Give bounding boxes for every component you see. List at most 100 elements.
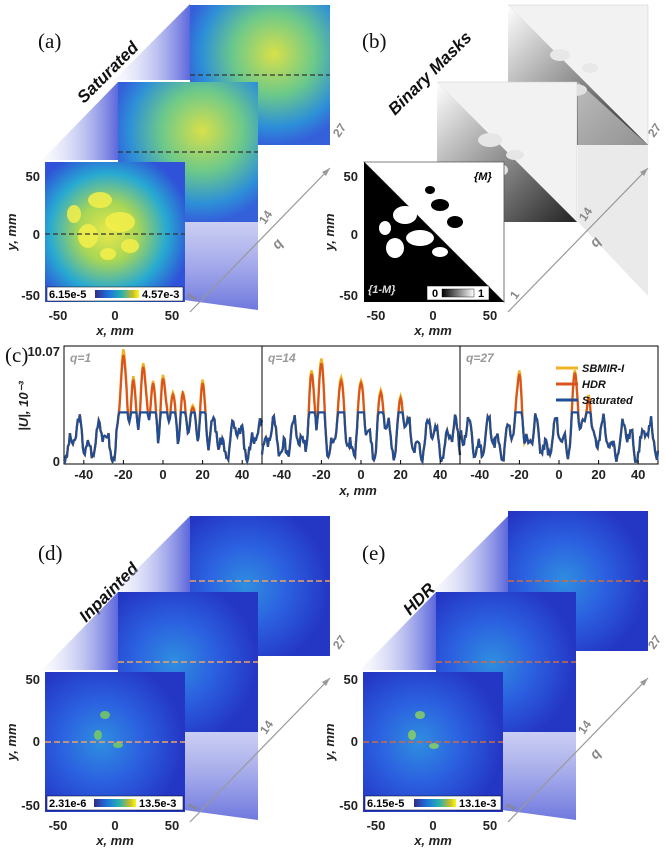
q-axis-arrow xyxy=(322,678,330,686)
subplot-frame xyxy=(63,345,263,465)
q-axis xyxy=(189,677,331,823)
chart-x-tick: 20 xyxy=(195,467,209,482)
stack-shadow xyxy=(360,592,436,670)
y-tick: 50 xyxy=(344,169,358,184)
mask-blobs xyxy=(425,186,463,228)
series-line-sbmir xyxy=(260,358,462,466)
panel-d-label: (d) xyxy=(38,541,63,565)
y-axis-label: y, mm xyxy=(4,723,19,762)
colorbar-gradient xyxy=(95,290,139,298)
stack-shadow xyxy=(578,82,648,296)
panel-b: (b) Binary Masks {M} {1-M} 0 1 xyxy=(322,4,664,338)
x-tick: 0 xyxy=(111,818,118,833)
y-tick: -50 xyxy=(339,798,358,813)
chart-y-tick: 0 xyxy=(53,454,60,469)
colorbar-gradient xyxy=(94,799,136,807)
q-tick: 14 xyxy=(257,717,276,736)
series-line-sbmir xyxy=(62,348,264,466)
panel-b-label: (b) xyxy=(362,29,387,53)
colorbar-gradient xyxy=(441,288,475,298)
panel-c-label: (c) xyxy=(5,343,28,367)
stack-shadow xyxy=(114,516,190,592)
chart-x-tick: -40 xyxy=(272,467,291,482)
colorbar-max: 13.1e-3 xyxy=(459,798,496,810)
x-tick: 50 xyxy=(165,818,179,833)
x-tick: 0 xyxy=(111,308,118,323)
q-axis xyxy=(189,167,331,313)
y-tick: -50 xyxy=(21,288,40,303)
chart-x-tick: -20 xyxy=(510,467,529,482)
speckle-pattern xyxy=(94,711,123,748)
colorbar-max: 1 xyxy=(478,288,484,300)
chart-subplots: q=1 -40 -20 0 20 40 q=14 -40 -20 0 20 40 q=27 -40 -20 0… xyxy=(62,345,660,482)
q-axis-label: q xyxy=(586,745,604,762)
chart-x-tick: 0 xyxy=(357,467,364,482)
y-tick: 50 xyxy=(26,169,40,184)
y-axis-label: y, mm xyxy=(4,213,19,252)
chart-x-tick: 0 xyxy=(159,467,166,482)
q-axis xyxy=(507,677,649,823)
chart-legend: SBMIR-I HDR Saturated xyxy=(556,363,633,407)
q-axis-arrow xyxy=(640,168,648,176)
chart-x-axis-label: x, mm xyxy=(338,483,377,498)
colorbar-gradient xyxy=(414,799,456,807)
panel-a: (a) Saturated 6.15e-5 4.57e-3 50 0 -50 y… xyxy=(4,4,349,338)
chart-x-tick: -40 xyxy=(74,467,93,482)
y-tick: -50 xyxy=(339,288,358,303)
y-axis-label: y, mm xyxy=(322,723,337,762)
chart-x-tick: 20 xyxy=(591,467,605,482)
x-axis-label: x, mm xyxy=(95,323,134,338)
x-tick: -50 xyxy=(367,308,386,323)
x-tick: 0 xyxy=(429,308,436,323)
series-line-hdr xyxy=(62,354,264,466)
inverse-mask-label: {1-M} xyxy=(368,284,396,296)
chart-x-tick: 0 xyxy=(555,467,562,482)
panel-e: (e) HDR 6.15e-5 13.1e-3 50 0 -50 y, mm -… xyxy=(322,511,664,848)
mask-blobs xyxy=(379,206,448,258)
series-line-saturated xyxy=(62,411,264,466)
y-tick: 0 xyxy=(351,734,358,749)
series-line-saturated xyxy=(458,411,660,463)
x-axis-label: x, mm xyxy=(95,833,134,848)
chart-y-axis-label: |U|, 10⁻³ xyxy=(16,381,31,431)
chart-x-tick: -40 xyxy=(470,467,489,482)
stack-shadow xyxy=(432,516,508,592)
panel-d: (d) Inpainted 2.31e-6 13.5e-3 50 0 -50 y… xyxy=(4,516,349,848)
chart-x-tick: 40 xyxy=(235,467,249,482)
y-tick: 50 xyxy=(344,672,358,687)
x-axis-label: x, mm xyxy=(413,833,452,848)
y-tick: 0 xyxy=(33,227,40,242)
speckle-pattern xyxy=(67,192,139,260)
q-axis xyxy=(507,167,649,313)
q-axis-arrow xyxy=(640,678,648,686)
y-tick: 0 xyxy=(351,227,358,242)
colorbar-max: 4.57e-3 xyxy=(142,289,179,301)
q-tick: 27 xyxy=(330,120,349,139)
stack-shadow xyxy=(114,4,190,80)
x-tick: 50 xyxy=(165,308,179,323)
y-tick: -50 xyxy=(21,798,40,813)
subplot-label: q=27 xyxy=(466,351,495,365)
speckle-pattern xyxy=(408,711,439,749)
x-tick: 0 xyxy=(429,818,436,833)
x-axis-label: x, mm xyxy=(413,323,452,338)
q-tick: 14 xyxy=(575,717,594,736)
chart-x-tick: 20 xyxy=(393,467,407,482)
q-tick: 14 xyxy=(256,207,275,226)
colorbar-min: 0 xyxy=(432,288,438,300)
q-axis-arrow xyxy=(322,168,330,176)
chart-x-tick: 40 xyxy=(631,467,645,482)
stack-shadow xyxy=(42,82,118,160)
legend-label: Saturated xyxy=(582,395,633,407)
stack-shadow xyxy=(42,592,118,670)
x-tick: -50 xyxy=(49,308,68,323)
subplot-label: q=1 xyxy=(70,351,91,365)
x-tick: 50 xyxy=(483,308,497,323)
field-image-q1 xyxy=(45,162,185,302)
chart-x-tick: -20 xyxy=(114,467,133,482)
panel-a-label: (a) xyxy=(38,29,61,53)
panel-c: (c) |U|, 10⁻³ 10.07 0 q=1 -40 -20 0 20 40 q=14… xyxy=(5,343,660,498)
x-tick: 50 xyxy=(483,818,497,833)
mask-label: {M} xyxy=(474,171,492,183)
panel-e-label: (e) xyxy=(362,541,385,565)
